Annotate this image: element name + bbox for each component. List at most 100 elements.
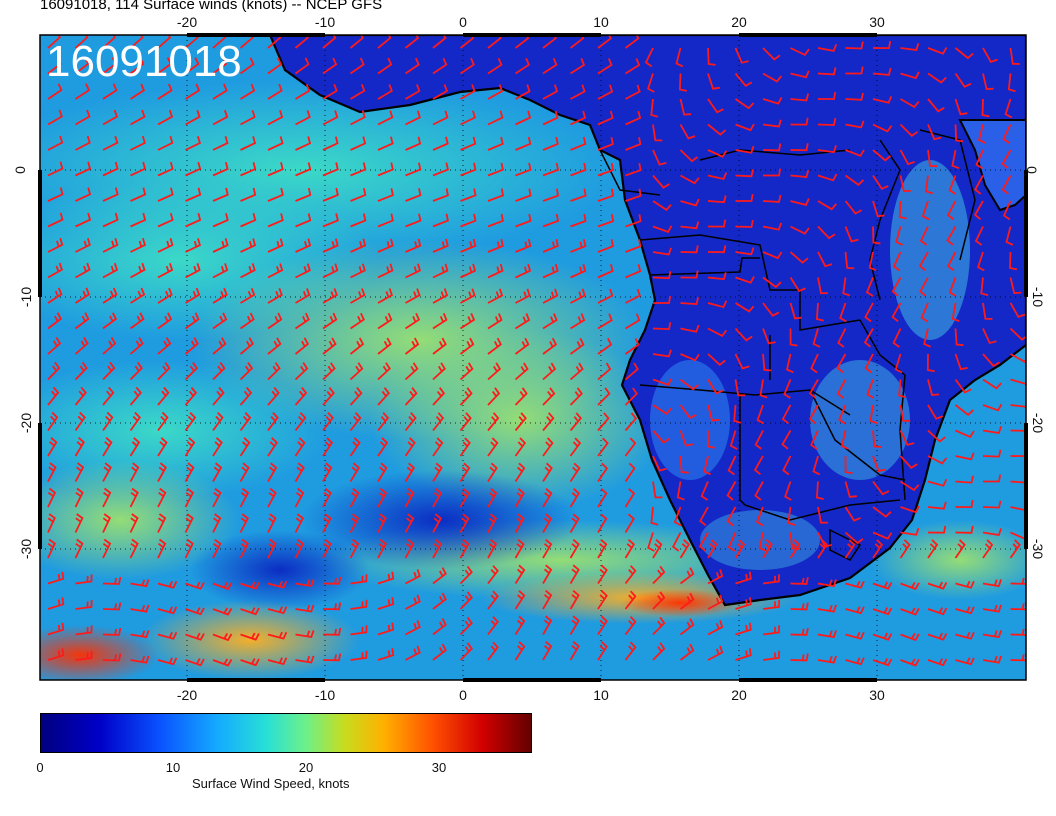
wind-barb <box>678 73 687 92</box>
wind-barb <box>872 67 892 76</box>
wind-barb <box>977 124 986 144</box>
wind-barb <box>597 462 609 483</box>
wind-barb <box>75 187 92 202</box>
wind-barb <box>75 109 91 126</box>
wind-barb <box>102 212 119 228</box>
wind-barb <box>844 531 864 545</box>
wind-barb <box>762 574 780 585</box>
wind-barb <box>1010 480 1026 484</box>
wind-barb <box>267 83 283 100</box>
wind-barb <box>927 632 948 641</box>
wind-barb <box>569 564 580 584</box>
wind-barb <box>955 580 975 589</box>
wind-barb <box>542 288 559 304</box>
wind-barb <box>267 263 284 279</box>
wind-barb <box>569 35 585 49</box>
wind-barb <box>734 539 746 559</box>
wind-barb <box>647 73 655 93</box>
wind-barb <box>102 487 112 508</box>
wind-barb <box>185 109 201 126</box>
wind-barb <box>267 110 284 126</box>
wind-barb <box>1010 506 1026 512</box>
wind-barb <box>349 35 365 49</box>
wind-barb <box>982 47 998 63</box>
wind-barb <box>673 506 682 527</box>
wind-barb <box>790 198 810 206</box>
wind-barb <box>762 302 780 317</box>
wind-barb <box>350 238 367 253</box>
wind-barb <box>754 430 764 450</box>
wind-barb <box>130 655 150 664</box>
wind-barb <box>487 162 504 177</box>
wind-barb <box>790 47 810 57</box>
wind-barb <box>762 328 776 345</box>
wind-barb <box>130 287 146 304</box>
wind-barb <box>322 653 342 662</box>
wind-barb <box>983 474 1002 483</box>
lat-tick-right: -30 <box>1030 538 1047 560</box>
wind-barb <box>459 337 475 355</box>
wind-barb <box>735 247 755 256</box>
wind-barb <box>432 238 449 253</box>
wind-barb <box>240 581 260 590</box>
wind-barb <box>514 513 525 533</box>
wind-barb <box>982 449 1002 458</box>
wind-barb <box>542 213 560 228</box>
wind-barb <box>790 143 809 152</box>
wind-barb <box>817 67 837 76</box>
wind-barb <box>597 162 615 177</box>
wind-barb <box>514 590 526 610</box>
wind-barb <box>679 539 691 559</box>
lon-tick-top: 30 <box>869 14 885 30</box>
wind-barb <box>570 162 587 177</box>
wind-barb <box>212 437 223 457</box>
wind-barb <box>652 455 667 472</box>
wind-barb <box>735 622 752 636</box>
wind-barb <box>918 251 929 271</box>
wind-barb <box>955 631 975 640</box>
wind-barb <box>432 362 446 381</box>
wind-barb <box>872 200 885 218</box>
wind-barb <box>781 404 792 425</box>
wind-barb <box>349 538 360 559</box>
wind-barb <box>652 247 672 256</box>
wind-barb <box>542 362 557 381</box>
wind-barb <box>404 462 416 482</box>
wind-barb <box>707 98 724 114</box>
wind-barb <box>1009 47 1020 65</box>
wind-barb <box>899 175 911 193</box>
wind-barb <box>955 606 975 615</box>
wind-barb <box>844 506 861 522</box>
wind-barb <box>597 35 612 49</box>
wind-barb <box>652 378 673 386</box>
wind-barb <box>624 565 637 585</box>
wind-barb <box>377 312 393 330</box>
wind-barb <box>157 35 172 49</box>
lon-tick-bottom: 20 <box>731 687 747 703</box>
wind-barb <box>542 590 553 610</box>
wind-barb <box>459 488 470 508</box>
wind-barb <box>597 188 615 202</box>
wind-barb <box>460 213 477 228</box>
wind-barb <box>239 57 255 75</box>
lat-tick-left: 0 <box>11 166 28 174</box>
wind-barb <box>432 136 449 151</box>
wind-barb <box>267 238 284 253</box>
wind-barb <box>267 580 288 589</box>
wind-barb <box>184 57 200 75</box>
wind-barb <box>460 238 477 253</box>
wind-barb <box>239 411 252 432</box>
lat-tick-right: -20 <box>1030 412 1047 434</box>
wind-barb <box>267 136 284 151</box>
wind-barb <box>954 72 972 88</box>
wind-barb <box>47 83 63 100</box>
wind-barb <box>679 149 699 163</box>
wind-barb <box>322 437 334 457</box>
wind-barb <box>569 615 580 635</box>
wind-barb <box>570 288 586 304</box>
wind-barb <box>212 513 222 533</box>
wind-barb <box>405 645 421 661</box>
wind-barb <box>872 539 884 559</box>
wind-barb <box>157 538 167 559</box>
wind-barb <box>727 532 737 552</box>
